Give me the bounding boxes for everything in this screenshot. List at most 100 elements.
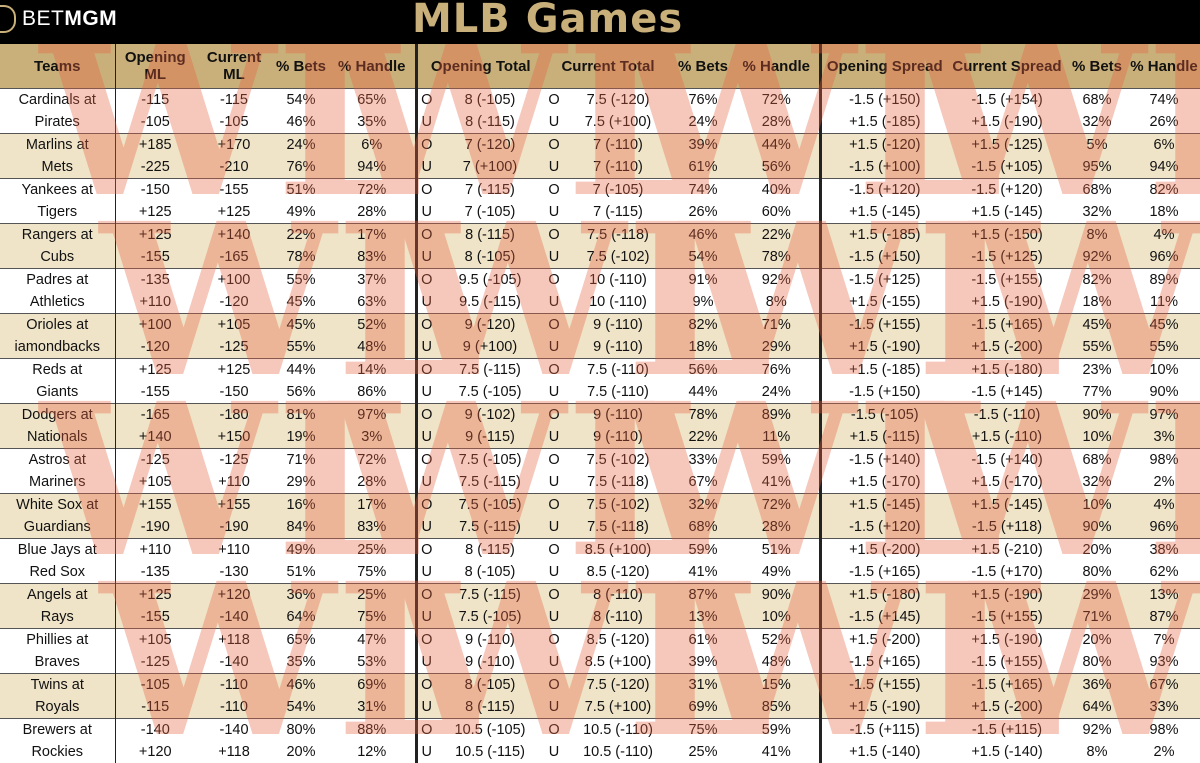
total-handle-cell: 15% — [734, 674, 820, 697]
spread-handle-cell: 4% — [1128, 224, 1200, 247]
col-header-spread-bets: % Bets — [1066, 44, 1128, 89]
col-header-total-handle: % Handle — [734, 44, 820, 89]
current-total-cell: 7.5 (-110) — [564, 381, 672, 404]
current-total-side-cell: U — [544, 156, 564, 179]
spread-bets-cell: 10% — [1066, 426, 1128, 449]
current-ml-cell: -140 — [195, 651, 273, 674]
opening-total-cell: 7 (-120) — [436, 134, 544, 157]
current-ml-cell: -125 — [195, 449, 273, 472]
spread-bets-cell: 68% — [1066, 179, 1128, 202]
team-home-cell: Nationals — [0, 426, 115, 449]
team-home-cell: Red Sox — [0, 561, 115, 584]
current-total-side-cell: O — [544, 224, 564, 247]
opening-total-side-cell: U — [416, 741, 436, 763]
team-home-cell: Athletics — [0, 291, 115, 314]
ml-bets-cell: 54% — [273, 696, 329, 719]
ml-bets-cell: 35% — [273, 651, 329, 674]
spread-bets-cell: 20% — [1066, 629, 1128, 652]
current-total-cell: 8.5 (+100) — [564, 539, 672, 562]
current-total-cell: 8.5 (-120) — [564, 561, 672, 584]
ml-bets-cell: 45% — [273, 314, 329, 337]
current-ml-cell: +118 — [195, 629, 273, 652]
team-home-cell: Tigers — [0, 201, 115, 224]
ml-bets-cell: 55% — [273, 336, 329, 359]
current-spread-cell: +1.5 (-145) — [948, 494, 1066, 517]
total-bets-cell: 69% — [672, 696, 734, 719]
col-header-ml-handle: % Handle — [329, 44, 416, 89]
opening-total-side-cell: U — [416, 291, 436, 314]
opening-total-cell: 8 (-105) — [436, 89, 544, 112]
current-spread-cell: +1.5 (-145) — [948, 201, 1066, 224]
current-total-side-cell: O — [544, 539, 564, 562]
total-handle-cell: 56% — [734, 156, 820, 179]
total-handle-cell: 28% — [734, 111, 820, 134]
ml-handle-cell: 12% — [329, 741, 416, 763]
current-spread-cell: -1.5 (+165) — [948, 674, 1066, 697]
ml-bets-cell: 84% — [273, 516, 329, 539]
odds-table: Teams Opening ML Current ML % Bets % Han… — [0, 44, 1200, 763]
current-ml-cell: -125 — [195, 336, 273, 359]
total-handle-cell: 89% — [734, 404, 820, 427]
ml-bets-cell: 36% — [273, 584, 329, 607]
current-total-side-cell: U — [544, 696, 564, 719]
total-bets-cell: 46% — [672, 224, 734, 247]
opening-spread-cell: -1.5 (+140) — [820, 449, 948, 472]
team-home-cell: iamondbacks — [0, 336, 115, 359]
current-total-cell: 10 (-110) — [564, 269, 672, 292]
total-handle-cell: 51% — [734, 539, 820, 562]
col-header-teams: Teams — [0, 44, 115, 89]
opening-ml-cell: -135 — [115, 561, 195, 584]
spread-handle-cell: 45% — [1128, 314, 1200, 337]
opening-ml-cell: -115 — [115, 89, 195, 112]
current-ml-cell: +155 — [195, 494, 273, 517]
opening-spread-cell: -1.5 (+125) — [820, 269, 948, 292]
opening-total-cell: 9 (-120) — [436, 314, 544, 337]
ml-bets-cell: 16% — [273, 494, 329, 517]
spread-handle-cell: 38% — [1128, 539, 1200, 562]
total-bets-cell: 39% — [672, 651, 734, 674]
total-handle-cell: 10% — [734, 606, 820, 629]
current-spread-cell: -1.5 (+140) — [948, 449, 1066, 472]
current-spread-cell: +1.5 (-190) — [948, 111, 1066, 134]
opening-total-cell: 7 (-115) — [436, 179, 544, 202]
opening-ml-cell: +140 — [115, 426, 195, 449]
ml-bets-cell: 19% — [273, 426, 329, 449]
ml-bets-cell: 49% — [273, 201, 329, 224]
opening-total-side-cell: U — [416, 381, 436, 404]
spread-bets-cell: 32% — [1066, 111, 1128, 134]
spread-bets-cell: 45% — [1066, 314, 1128, 337]
ml-bets-cell: 49% — [273, 539, 329, 562]
current-total-cell: 10.5 (-110) — [564, 741, 672, 763]
current-spread-cell: +1.5 (-190) — [948, 291, 1066, 314]
opening-total-side-cell: O — [416, 179, 436, 202]
spread-handle-cell: 93% — [1128, 651, 1200, 674]
total-handle-cell: 44% — [734, 134, 820, 157]
total-bets-cell: 78% — [672, 404, 734, 427]
team-away-cell: Angels at — [0, 584, 115, 607]
ml-bets-cell: 51% — [273, 561, 329, 584]
ml-bets-cell: 55% — [273, 269, 329, 292]
ml-handle-cell: 83% — [329, 246, 416, 269]
spread-bets-cell: 8% — [1066, 741, 1128, 763]
total-handle-cell: 41% — [734, 471, 820, 494]
spread-handle-cell: 94% — [1128, 156, 1200, 179]
current-spread-cell: +1.5 (-190) — [948, 584, 1066, 607]
total-bets-cell: 26% — [672, 201, 734, 224]
total-handle-cell: 59% — [734, 719, 820, 742]
current-spread-cell: +1.5 (-190) — [948, 629, 1066, 652]
total-bets-cell: 91% — [672, 269, 734, 292]
current-spread-cell: -1.5 (+118) — [948, 516, 1066, 539]
opening-total-side-cell: O — [416, 539, 436, 562]
current-ml-cell: +110 — [195, 539, 273, 562]
current-total-side-cell: O — [544, 719, 564, 742]
total-bets-cell: 59% — [672, 539, 734, 562]
opening-spread-cell: +1.5 (-185) — [820, 224, 948, 247]
current-total-cell: 7.5 (-102) — [564, 246, 672, 269]
logo-text: BETMGM — [22, 7, 117, 31]
ml-handle-cell: 25% — [329, 584, 416, 607]
